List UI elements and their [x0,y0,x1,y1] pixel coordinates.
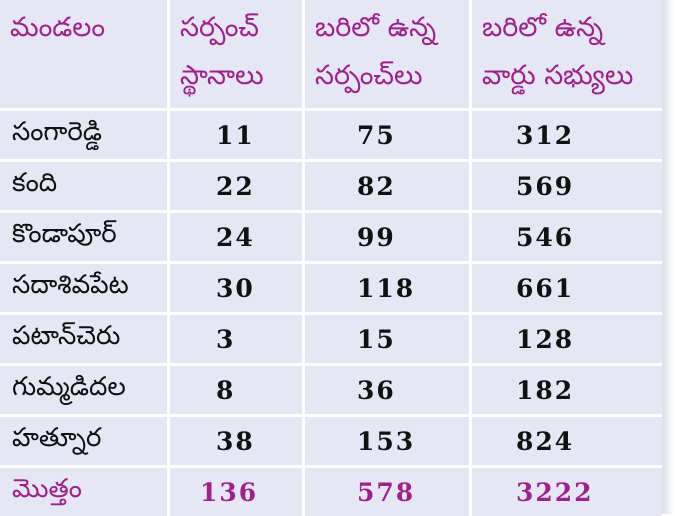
mandal-name: హత్నూర [0,417,170,468]
total-ward-candidates: 3222 [516,477,594,507]
header-row: మండలం సర్పంచ్ స్థానాలు బరిలో ఉన్న సర్పంచ… [0,0,662,111]
header-mandal-line-1: మండలం [10,12,106,43]
sarpanch-candidates-cell: 82 [305,162,472,213]
header-sarpanch-candidates: బరిలో ఉన్న సర్పంచ్‌లు [305,0,472,111]
total-sarpanch-posts: 136 [170,468,305,516]
header-sarpanch-posts: సర్పంచ్ స్థానాలు [170,0,305,111]
table-row: సంగారెడ్డి 11 75 312 [0,111,662,162]
table-row: కంది 22 82 569 [0,162,662,213]
header-ward-candidates-line-2: వార్డు సభ్యులు [482,60,634,91]
sarpanch-posts-cell: 24 [170,213,305,264]
table-row: కొండాపూర్ 24 99 546 [0,213,662,264]
header-sarpanch-candidates-line-2: సర్పంచ్‌లు [315,60,423,91]
ward-candidates-cell: 546 [472,213,662,264]
mandal-name: కంది [0,162,170,213]
sarpanch-candidates-cell: 75 [305,111,472,162]
sarpanch-candidates-cell: 153 [305,417,472,468]
total-sarpanch-candidates: 578 [305,468,472,516]
sarpanch-posts-cell: 38 [170,417,305,468]
mandal-name: పటాన్‌చెరు [0,315,170,366]
ward-candidates-cell: 128 [472,315,662,366]
sarpanch-posts-cell: 8 [170,366,305,417]
sarpanch-candidates-cell: 99 [305,213,472,264]
header-sarpanch-candidates-line-1: బరిలో ఉన్న [315,12,437,43]
header-sarpanch-posts-line-1: సర్పంచ్ [180,12,259,43]
table-row: పటాన్‌చెరు 3 15 128 [0,315,662,366]
sarpanch-posts-cell: 22 [170,162,305,213]
ward-candidates-cell: 569 [472,162,662,213]
sarpanch-candidates-cell: 118 [305,264,472,315]
table-row: సదాశివపేట 30 118 661 [0,264,662,315]
sarpanch-candidates-cell: 36 [305,366,472,417]
ward-candidates-cell: 182 [472,366,662,417]
mandal-name: గుమ్మడిదల [0,366,170,417]
sarpanch-posts-cell: 11 [170,111,305,162]
sarpanch-posts-cell: 3 [170,315,305,366]
header-sarpanch-posts-line-2: స్థానాలు [180,60,264,91]
mandal-name: కొండాపూర్ [0,213,170,264]
table-row: హత్నూర 38 153 824 [0,417,662,468]
ward-candidates-cell: 312 [472,111,662,162]
header-ward-candidates-line-1: బరిలో ఉన్న [482,12,604,43]
ward-candidates-cell: 824 [472,417,662,468]
ward-candidates-cell: 661 [472,264,662,315]
sarpanch-candidates-cell: 15 [305,315,472,366]
mandal-name: సంగారెడ్డి [0,111,170,162]
total-label: మొత్తం [0,468,170,516]
header-mandal: మండలం [0,0,170,111]
mandal-name: సదాశివపేట [0,264,170,315]
header-ward-candidates: బరిలో ఉన్న వార్డు సభ్యులు [472,0,662,111]
total-row: మొత్తం 136 578 3222 [0,468,662,516]
table-row: గుమ్మడిదల 8 36 182 [0,366,662,417]
sarpanch-posts-cell: 30 [170,264,305,315]
torn-paper-edge [662,0,675,514]
